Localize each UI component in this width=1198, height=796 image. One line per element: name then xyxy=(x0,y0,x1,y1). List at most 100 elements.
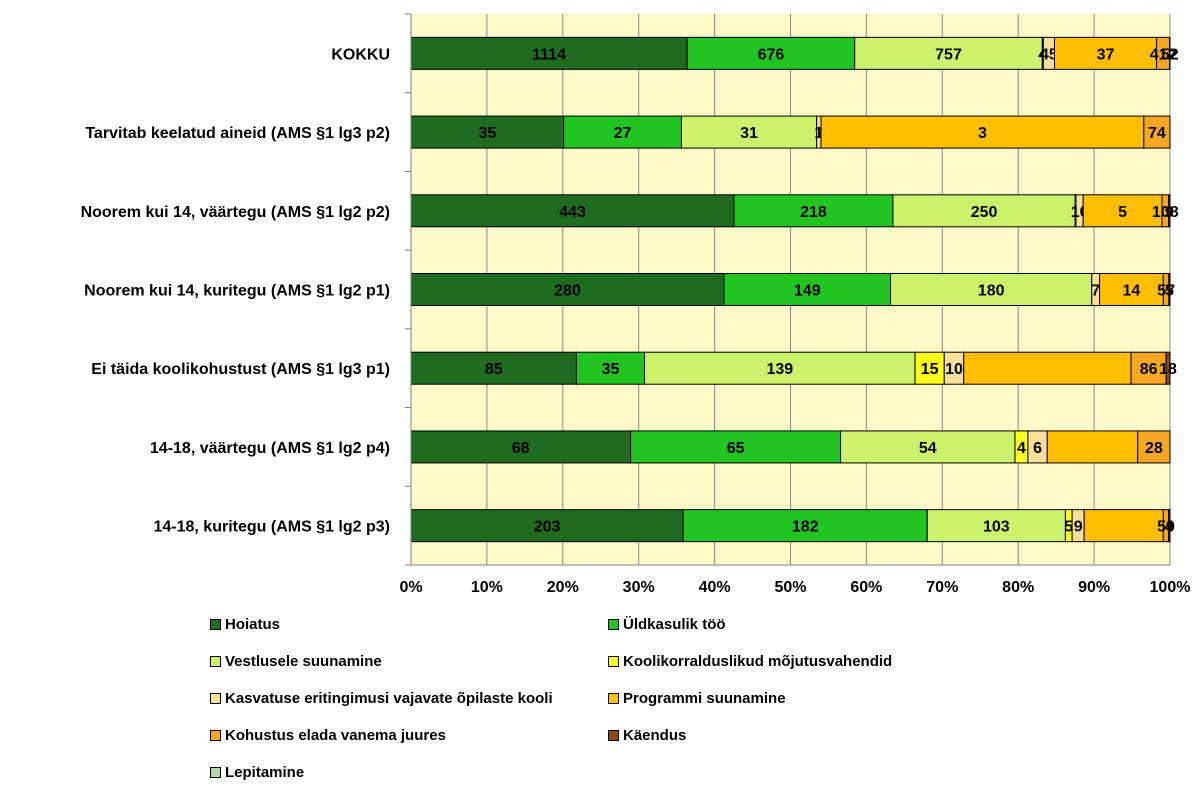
bar-segment xyxy=(926,509,1066,543)
bar-segment xyxy=(410,273,725,306)
x-tick-label: 10% xyxy=(471,579,503,596)
bar-segment xyxy=(840,430,1016,464)
bar-segment xyxy=(854,36,1043,70)
legend-item: Vestlusele suunamine xyxy=(210,653,382,670)
data-label: 68 xyxy=(512,440,530,457)
legend-swatch xyxy=(608,656,619,667)
bar-segment xyxy=(410,194,735,228)
data-label: 250 xyxy=(971,204,998,221)
category-label: Noorem kui 14, väärtegu (AMS §1 lg2 p2) xyxy=(81,204,390,221)
data-label: 37 xyxy=(1097,46,1115,63)
bar-segment xyxy=(410,430,632,464)
bar-segment xyxy=(723,273,892,306)
bar-segment xyxy=(686,36,856,70)
data-label: 139 xyxy=(766,361,793,378)
bar-segment xyxy=(890,273,1093,306)
data-label: 86 xyxy=(1140,361,1158,378)
data-label: 28 xyxy=(1145,440,1163,457)
data-label: 6 xyxy=(1033,440,1042,457)
data-label: 18 xyxy=(1159,361,1177,378)
x-tick-labels: 0% 10% 20% 30% 40% 50% 60% 70% 80% 90% 100% xyxy=(399,579,1190,596)
x-tick-label: 20% xyxy=(547,579,579,596)
category-label: Tarvitab keelatud aineid (AMS §1 lg3 p2) xyxy=(85,125,390,142)
data-label: 1 xyxy=(814,125,823,142)
legend-item: Kasvatuse eritingimusi vajavate õpilaste… xyxy=(210,690,553,707)
data-label: 31 xyxy=(740,125,758,142)
data-label: 203 xyxy=(534,519,561,536)
category-label: Ei täida koolikohustust (AMS §1 lg3 p1) xyxy=(91,361,390,378)
bar-segment xyxy=(892,194,1076,228)
x-tick-label: 70% xyxy=(926,579,958,596)
data-label: 27 xyxy=(614,125,632,142)
bar-segment xyxy=(1168,194,1171,228)
data-label: 14 xyxy=(1123,283,1141,300)
legend-swatch xyxy=(608,730,619,741)
data-label: 7 xyxy=(1091,283,1100,300)
legend-item: Üldkasulik töö xyxy=(608,616,726,633)
data-label: 85 xyxy=(485,361,503,378)
data-label: 35 xyxy=(478,125,496,142)
data-label: 1114 xyxy=(532,46,566,63)
data-label: 180 xyxy=(978,283,1005,300)
x-tick-label: 80% xyxy=(1002,579,1034,596)
data-label: 108 xyxy=(1152,204,1179,221)
bar-segment xyxy=(1168,273,1171,306)
x-tick-label: 30% xyxy=(623,579,655,596)
bar-segment xyxy=(644,351,916,385)
legend-label: Vestlusele suunamine xyxy=(225,653,382,670)
x-tick-label: 0% xyxy=(399,579,422,596)
legend-label: Lepitamine xyxy=(225,764,305,781)
legend-item: Lepitamine xyxy=(210,764,304,781)
bar-segment xyxy=(820,115,1145,149)
data-label: 5 xyxy=(1118,204,1127,221)
x-tick-label: 100% xyxy=(1150,579,1191,596)
bar-segment xyxy=(1165,351,1171,385)
legend-swatch xyxy=(608,693,619,704)
legend-label: Kasvatuse eritingimusi vajavate õpilaste… xyxy=(225,690,553,707)
bar-segment xyxy=(1168,509,1171,543)
x-tick-label: 90% xyxy=(1078,579,1110,596)
data-label: 757 xyxy=(935,46,962,63)
legend-label: Kohustus elada vanema juures xyxy=(225,727,446,744)
bar-segment xyxy=(1143,115,1171,149)
legend-swatch xyxy=(210,656,221,667)
bar-segment xyxy=(630,430,842,464)
data-label: 52 xyxy=(1161,46,1179,63)
category-label: 14-18, kuritegu (AMS §1 lg2 p3) xyxy=(153,519,390,536)
legend-item: Programmi suunamine xyxy=(608,690,786,707)
data-label: 3 xyxy=(978,125,987,142)
bars: 1114676757445374125235273113744432182501… xyxy=(410,36,1179,543)
bar-segment xyxy=(682,509,928,543)
x-tick-label: 60% xyxy=(850,579,882,596)
data-label: 4 xyxy=(1017,440,1026,457)
legend-item: Hoiatus xyxy=(210,616,280,633)
data-label: 15 xyxy=(921,361,939,378)
bar-segment xyxy=(1099,273,1164,306)
data-label: 9 xyxy=(1074,519,1083,536)
x-tick-label: 50% xyxy=(774,579,806,596)
bar-segment xyxy=(563,115,682,149)
bar-segment xyxy=(1046,430,1139,464)
bar-segment xyxy=(963,351,1132,385)
legend-item: Käendus xyxy=(608,727,686,744)
data-label: 35 xyxy=(602,361,620,378)
bar-segment xyxy=(733,194,894,228)
legend-label: Üldkasulik töö xyxy=(623,616,726,633)
data-label: 5 xyxy=(1064,519,1073,536)
data-label: 103 xyxy=(983,519,1010,536)
legend-label: Koolikorralduslikud mõjutusvahendid xyxy=(623,653,893,670)
category-label: KOKKU xyxy=(331,46,390,63)
legend-label: Hoiatus xyxy=(225,616,281,633)
bar-segment xyxy=(1137,430,1171,464)
data-label: 45 xyxy=(1040,46,1058,63)
bar-segment xyxy=(410,115,565,149)
legend-item: Koolikorralduslikud mõjutusvahendid xyxy=(608,653,892,670)
bar-segment xyxy=(1083,509,1164,543)
bar-segment xyxy=(410,351,577,385)
data-label: 182 xyxy=(792,519,819,536)
data-label: 5 xyxy=(1165,283,1174,300)
data-label: 54 xyxy=(919,440,937,457)
data-label: 149 xyxy=(794,283,821,300)
data-label: 57 xyxy=(1157,283,1175,300)
